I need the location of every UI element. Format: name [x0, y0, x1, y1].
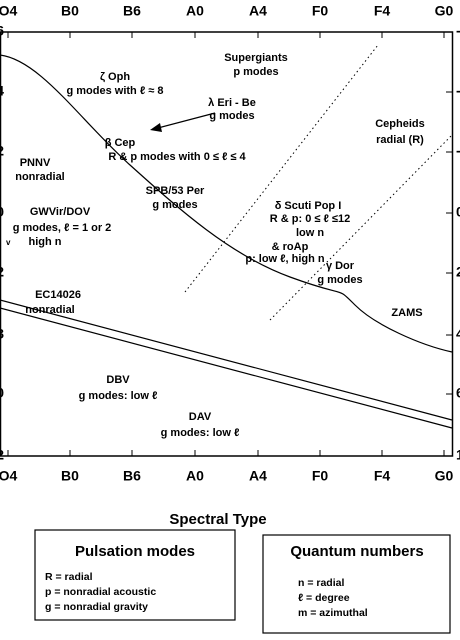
right-tick-label: 12	[456, 447, 460, 463]
bottom-tick-label: A4	[249, 468, 267, 484]
region-label: Supergiants	[224, 52, 288, 64]
right-tick-label: 0	[456, 204, 460, 220]
instability-strip-edge	[269, 134, 453, 321]
top-tick-label: G0	[435, 3, 454, 19]
top-tick-label: O4	[0, 3, 18, 19]
region-label: γ Dor	[326, 260, 355, 272]
region-label: p: low ℓ, high n	[245, 253, 325, 265]
top-tick-label: A4	[249, 3, 267, 19]
right-tick-label: 4	[456, 326, 460, 342]
legend-item: ℓ = degree	[298, 592, 350, 604]
right-tick-label: -2	[456, 143, 460, 159]
x-axis-title: Spectral Type	[169, 511, 266, 528]
legend-item: n = radial	[298, 577, 344, 589]
region-label: high n	[29, 236, 62, 248]
legend-item: p = nonradial acoustic	[45, 586, 156, 598]
arrow	[157, 112, 216, 129]
left-tick-label: 2	[0, 447, 4, 463]
top-tick-label: A0	[186, 3, 204, 19]
region-label: DBV	[106, 374, 130, 386]
region-label: nonradial	[25, 304, 75, 316]
left-tick-label: 2	[0, 143, 4, 159]
region-label: SPB/53 Per	[146, 185, 205, 197]
legend-item: m = azimuthal	[298, 607, 368, 619]
bottom-tick-label: F4	[374, 468, 391, 484]
plot-frame	[0, 31, 454, 457]
region-label: radial (R)	[376, 134, 424, 146]
region-label: g modes	[317, 274, 362, 286]
region-label: DAV	[189, 411, 212, 423]
left-tick-label: 3	[0, 326, 4, 342]
region-label: ζ Oph	[100, 71, 130, 83]
legend-title: Pulsation modes	[75, 543, 195, 560]
region-label: GWVir/DOV	[30, 206, 91, 218]
right-tick-label: 2	[456, 264, 460, 280]
region-label: g modes: low ℓ	[79, 390, 158, 402]
legend-box	[262, 534, 451, 634]
region-label: g modes: low ℓ	[161, 427, 240, 439]
right-tick-label: -4	[456, 83, 460, 99]
region-label: β Cep	[105, 137, 136, 149]
left-tick-label: 6	[0, 23, 4, 39]
bottom-tick-label: O4	[0, 468, 18, 484]
bottom-tick-label: B0	[61, 468, 79, 484]
left-tick-label: 2	[0, 264, 4, 280]
top-tick-label: F0	[312, 3, 329, 19]
wd-line	[0, 307, 453, 429]
bottom-tick-label: A0	[186, 468, 204, 484]
region-label: g modes	[152, 199, 197, 211]
axis-note: v	[6, 238, 11, 247]
region-label: g modes, ℓ = 1 or 2	[13, 222, 112, 234]
region-label: g modes with ℓ ≈ 8	[67, 85, 164, 97]
left-tick-label: 0	[0, 204, 4, 220]
left-tick-label: 0	[0, 385, 4, 401]
top-tick-label: B0	[61, 3, 79, 19]
legend-item: R = radial	[45, 571, 93, 583]
legend-title: Quantum numbers	[290, 543, 423, 560]
region-label: ZAMS	[391, 307, 422, 319]
zams-curve	[0, 54, 453, 353]
region-label: δ Scuti Pop I	[275, 200, 342, 212]
region-label: g modes	[209, 110, 254, 122]
top-tick-label: B6	[123, 3, 141, 19]
region-label: EC14026	[35, 289, 81, 301]
legend-item: g = nonradial gravity	[45, 601, 148, 613]
region-label: R & p modes with 0 ≤ ℓ ≤ 4	[108, 151, 246, 163]
region-label: p modes	[233, 66, 278, 78]
region-label: & roAp	[272, 241, 309, 253]
bottom-tick-label: G0	[435, 468, 454, 484]
region-label: Cepheids	[375, 118, 425, 130]
region-label: low n	[296, 227, 324, 239]
region-label: PNNV	[20, 157, 51, 169]
bottom-tick-label: B6	[123, 468, 141, 484]
region-label: nonradial	[15, 171, 65, 183]
left-tick-label: 4	[0, 83, 4, 99]
right-tick-label: 6	[456, 385, 460, 401]
arrowhead	[150, 123, 162, 132]
right-tick-label: -6	[456, 23, 460, 39]
bottom-tick-label: F0	[312, 468, 329, 484]
region-label: λ Eri - Be	[208, 97, 256, 109]
wd-line	[0, 299, 453, 421]
top-tick-label: F4	[374, 3, 391, 19]
region-label: R & p: 0 ≤ ℓ ≤12	[270, 213, 350, 225]
instability-strip-edge	[184, 44, 379, 293]
legend-box	[34, 529, 236, 621]
